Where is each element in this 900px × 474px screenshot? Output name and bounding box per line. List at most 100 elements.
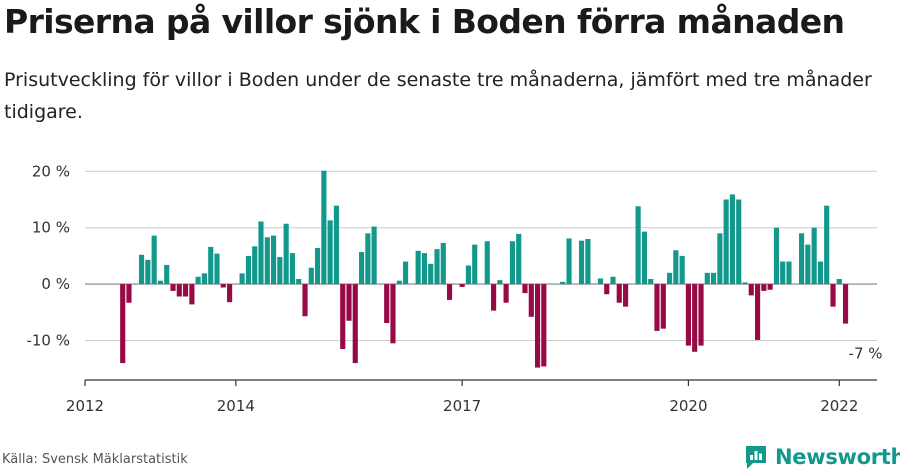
- bar: [635, 206, 641, 285]
- bar: [836, 279, 842, 285]
- bar: [484, 241, 490, 285]
- y-tick-label: 10 %: [32, 219, 70, 237]
- bar: [327, 220, 333, 285]
- bar: [472, 244, 478, 285]
- bar: [824, 205, 830, 285]
- bar: [352, 284, 358, 364]
- bar: [434, 249, 440, 285]
- bar: [830, 284, 836, 307]
- bar: [780, 261, 786, 285]
- bar: [421, 253, 427, 285]
- newsworthy-logo-icon: [746, 446, 766, 469]
- y-tick-label: -10 %: [26, 332, 70, 350]
- bar: [189, 284, 195, 305]
- bar: [359, 251, 365, 285]
- y-tick-label: 20 %: [32, 162, 70, 180]
- bar: [648, 279, 654, 285]
- bar: [208, 246, 214, 285]
- bar: [698, 284, 704, 346]
- bar: [321, 170, 327, 285]
- brand-logo: Newsworthy: [744, 441, 900, 473]
- bar: [748, 284, 754, 296]
- bar: [597, 278, 603, 285]
- bar: [623, 284, 629, 307]
- gridlines: [85, 170, 877, 342]
- bar: [773, 227, 780, 285]
- bar: [289, 253, 295, 285]
- bar: [811, 227, 817, 285]
- bar: [182, 284, 189, 297]
- bar: [723, 199, 729, 285]
- bar: [534, 284, 541, 368]
- x-axis: [84, 379, 877, 386]
- x-tick-label: 2022: [820, 397, 858, 415]
- bar: [717, 233, 723, 285]
- bar: [528, 284, 534, 317]
- bar: [164, 264, 170, 285]
- bar: [798, 233, 805, 285]
- bar: [560, 281, 566, 285]
- bar: [459, 284, 465, 287]
- bar: [138, 254, 145, 285]
- bar: [145, 259, 151, 285]
- bar: [340, 284, 346, 349]
- bar: [465, 265, 471, 285]
- bar: [120, 284, 126, 364]
- x-tick-label: 2014: [217, 397, 255, 415]
- bar: [245, 255, 252, 285]
- bar: [585, 238, 591, 285]
- bar: [446, 284, 453, 300]
- bar: [516, 233, 522, 285]
- chart-title: Priserna på villor sjönk i Boden förra m…: [4, 2, 845, 41]
- bar: [578, 240, 585, 285]
- bar: [786, 261, 792, 285]
- bar: [604, 284, 610, 295]
- bar: [761, 284, 767, 291]
- bar: [660, 284, 666, 329]
- bar: [126, 284, 132, 303]
- bar: [252, 246, 258, 285]
- bar: [666, 272, 673, 285]
- bar: [805, 244, 811, 285]
- bar: [817, 261, 823, 285]
- bar: [220, 284, 226, 288]
- bar: [258, 221, 264, 285]
- bar: [390, 284, 396, 344]
- bar: [314, 248, 321, 285]
- bar: [679, 255, 685, 285]
- bar: [428, 263, 434, 285]
- bar: [491, 284, 497, 311]
- brand-name: Newsworthy: [775, 445, 900, 469]
- bar: [673, 250, 679, 285]
- bar: [264, 237, 270, 285]
- bar: [384, 284, 390, 324]
- bar: [710, 272, 717, 285]
- last-value-label: -7 %: [849, 345, 883, 363]
- bar: [308, 267, 314, 285]
- bar: [283, 223, 289, 285]
- bar: [333, 205, 339, 285]
- bar: [346, 284, 352, 321]
- bar: [736, 199, 742, 285]
- bar: [195, 276, 201, 285]
- bar: [654, 284, 660, 331]
- bar: [685, 284, 691, 346]
- bar: [755, 284, 761, 340]
- bar: [541, 284, 547, 367]
- bar: [767, 284, 773, 290]
- bar: [296, 279, 302, 285]
- bar: [239, 273, 245, 285]
- bar: [227, 284, 233, 303]
- bar: [402, 261, 409, 285]
- chart-subtitle: Prisutveckling för villor i Boden under …: [4, 69, 872, 123]
- bar: [742, 282, 748, 285]
- bar: [365, 233, 371, 285]
- bar: [610, 276, 616, 285]
- bar: [729, 194, 735, 285]
- x-tick-label: 2020: [669, 397, 707, 415]
- source-note: Källa: Svensk Mäklarstatistik: [2, 452, 188, 467]
- bar: [277, 257, 283, 285]
- bar: [509, 241, 516, 285]
- bar: [151, 235, 157, 285]
